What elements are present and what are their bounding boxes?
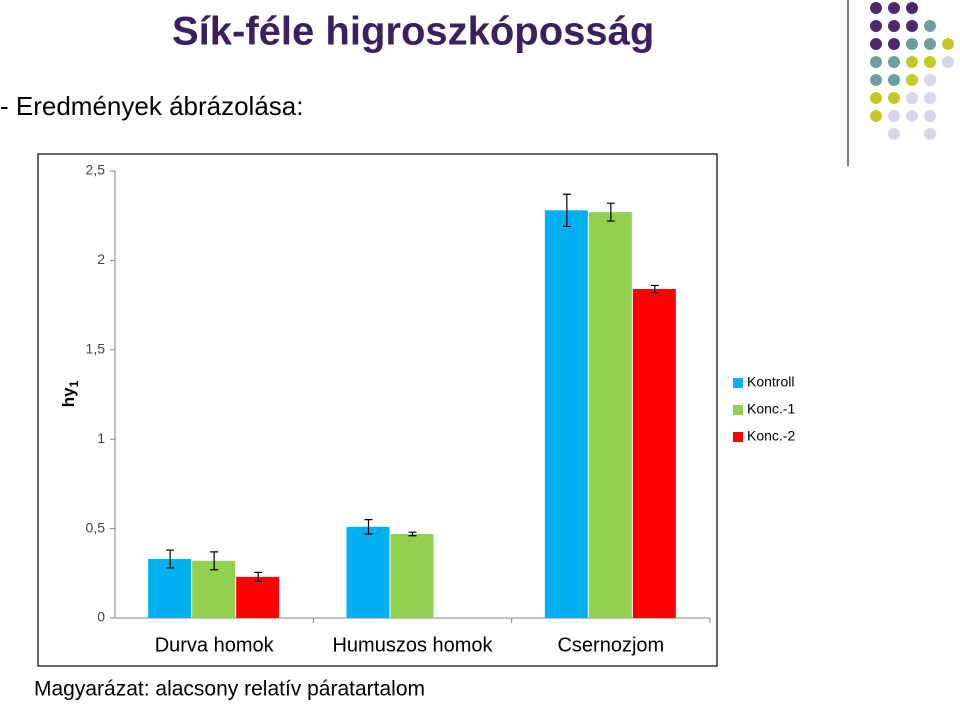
bar — [148, 558, 192, 618]
y-tick-label: 0 — [97, 609, 105, 625]
x-tick-label: Humuszos homok — [332, 634, 493, 656]
decoration — [847, 0, 954, 166]
y-tick-label: 2 — [97, 251, 105, 267]
y-axis-label-main: hy — [59, 387, 78, 407]
y-tick-label: 0,5 — [86, 519, 106, 535]
legend-label: Konc.-2 — [747, 428, 795, 444]
error-bar — [166, 549, 175, 569]
x-tick-label: Durva homok — [155, 634, 275, 656]
x-tick-label: Csernozjom — [557, 634, 664, 656]
legend-swatch — [733, 378, 743, 388]
y-tick-label: 1 — [97, 430, 105, 446]
error-bar — [562, 193, 571, 228]
error-bar — [364, 519, 373, 535]
error-bar — [210, 551, 219, 571]
y-tick-label: 1,5 — [86, 341, 106, 357]
bar — [544, 210, 588, 618]
bar — [346, 526, 390, 618]
y-tick-label: 2,5 — [86, 162, 106, 178]
legend-label: Kontroll — [747, 374, 794, 390]
legend-label: Konc.-1 — [747, 401, 795, 417]
error-bar — [254, 571, 263, 582]
legend-swatch — [733, 432, 743, 442]
error-bar — [606, 202, 615, 222]
bar — [632, 289, 676, 618]
title: Sík-féle higroszkóposság — [172, 10, 654, 54]
footer: Magyarázat: alacsony relatív páratartalo… — [34, 678, 425, 701]
bar — [236, 576, 280, 618]
y-axis-label-sub: 1 — [67, 380, 81, 387]
bar — [588, 212, 632, 618]
error-bar — [650, 284, 659, 294]
error-bar — [408, 531, 417, 537]
y-axis-label: hy1 — [59, 380, 81, 407]
subtitle: - Eredmények ábrázolása: — [0, 91, 303, 121]
legend-swatch — [733, 405, 743, 415]
bar — [390, 533, 434, 618]
